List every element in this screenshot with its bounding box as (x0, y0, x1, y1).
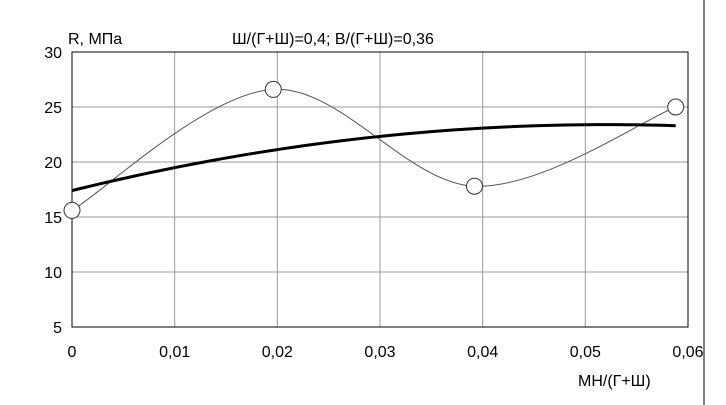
data-point-marker-0 (63, 201, 81, 219)
x-axis-label: МН/(Г+Ш) (578, 373, 651, 390)
x-tick-label: 0,03 (364, 344, 395, 361)
y-tick-label: 30 (44, 45, 62, 62)
x-tick-label: 0,06 (672, 344, 703, 361)
y-tick-label: 15 (44, 210, 62, 227)
x-tick-label: 0,02 (262, 344, 293, 361)
x-tick-label: 0 (68, 344, 77, 361)
y-tick-labels: 5 10 15 20 25 30 (44, 45, 62, 337)
series-layer (63, 80, 685, 219)
series-measured-line (71, 88, 676, 211)
chart-title: Ш/(Г+Ш)=0,4; В/(Г+Ш)=0,36 (232, 31, 434, 48)
data-point-marker-2 (465, 177, 483, 195)
series-trend-line (71, 123, 676, 193)
y-axis-label: R, МПа (68, 31, 122, 48)
y-tick-label: 25 (44, 100, 62, 117)
x-tick-label: 0,01 (159, 344, 190, 361)
data-point-marker-3 (667, 98, 685, 116)
x-tick-labels: 0 0,01 0,02 0,03 0,04 0,05 0,06 (68, 344, 704, 361)
y-tick-label: 10 (44, 265, 62, 282)
x-tick-label: 0,05 (570, 344, 601, 361)
y-tick-label: 5 (53, 320, 62, 337)
x-tick-label: 0,04 (467, 344, 498, 361)
y-tick-label: 20 (44, 155, 62, 172)
chart-area (0, 0, 704, 405)
data-point-marker-1 (264, 80, 282, 98)
